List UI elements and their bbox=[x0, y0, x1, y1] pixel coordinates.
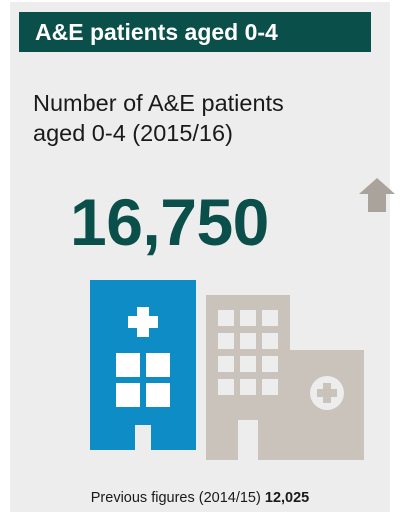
card-header: A&E patients aged 0-4 bbox=[19, 12, 371, 52]
stat-description-line2: aged 0-4 (2015/16) bbox=[33, 120, 233, 146]
infographic-card: A&E patients aged 0-4 Number of A&E pati… bbox=[10, 2, 395, 512]
previous-figures-label: Previous figures (2014/15) bbox=[90, 490, 261, 506]
current-hospital-building-icon bbox=[90, 280, 196, 450]
hospital-buildings-illustration bbox=[90, 280, 364, 460]
up-arrow-icon bbox=[359, 178, 395, 212]
stat-description-line1: Number of A&E patients bbox=[33, 90, 284, 116]
previous-figures-value: 12,025 bbox=[264, 490, 310, 506]
header-title: A&E patients aged 0-4 bbox=[35, 19, 278, 45]
previous-figures: Previous figures (2014/15) 12,025 bbox=[10, 490, 390, 506]
stat-value: 16,750 bbox=[70, 185, 269, 259]
previous-hospital-building-icon bbox=[206, 295, 364, 460]
stat-description: Number of A&E patients aged 0-4 (2015/16… bbox=[33, 88, 373, 148]
